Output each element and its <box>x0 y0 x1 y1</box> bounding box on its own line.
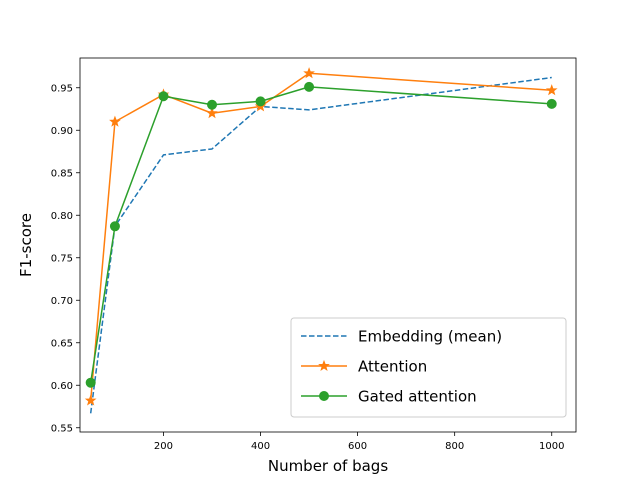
legend-marker-attention <box>318 359 330 371</box>
y-tick-label: 0.65 <box>51 338 73 349</box>
data-point-gated-attention <box>304 81 315 92</box>
data-point-gated-attention <box>85 377 96 388</box>
x-tick-label: 400 <box>251 441 270 452</box>
data-point-attention <box>84 394 97 406</box>
x-tick-label: 1000 <box>539 441 564 452</box>
data-point-attention <box>303 67 315 79</box>
y-tick-label: 0.85 <box>51 168 73 179</box>
data-point-gated-attention <box>207 99 218 110</box>
x-tick-label: 800 <box>445 441 464 452</box>
legend-label-gated-attention: Gated attention <box>358 388 477 406</box>
series-group <box>84 67 558 414</box>
legend-box <box>290 317 567 418</box>
data-point-attention <box>206 107 218 119</box>
data-point-gated-attention <box>255 96 266 107</box>
legend-label-attention: Attention <box>358 358 427 376</box>
data-point-gated-attention <box>109 221 120 232</box>
x-tick-label: 600 <box>348 441 367 452</box>
data-point-attention <box>545 84 558 96</box>
legend-marker-gated-attention <box>319 391 329 401</box>
data-point-gated-attention <box>546 98 557 109</box>
legend-label-embedding-mean: Embedding (mean) <box>358 328 502 346</box>
y-tick-label: 0.60 <box>51 381 73 392</box>
y-tick-label: 0.75 <box>51 253 73 264</box>
y-tick-label: 0.70 <box>51 296 73 307</box>
y-tick-label: 0.80 <box>51 211 73 222</box>
x-axis-label: Number of bags <box>268 457 388 475</box>
y-tick-label: 0.90 <box>51 126 73 137</box>
data-point-attention <box>109 115 121 127</box>
x-tick-label: 200 <box>154 441 173 452</box>
data-point-gated-attention <box>158 91 169 102</box>
y-tick-label: 0.95 <box>51 83 73 94</box>
y-tick-label: 0.55 <box>51 423 73 434</box>
y-axis-label: F1-score <box>17 213 35 277</box>
plot-area: 200 400 600 800 1000 0.55 0.60 0.65 0.70 0.75 0.80… <box>51 57 577 452</box>
legend: Embedding (mean) Attention Gated attention <box>290 317 567 418</box>
axes-frame <box>79 57 577 433</box>
